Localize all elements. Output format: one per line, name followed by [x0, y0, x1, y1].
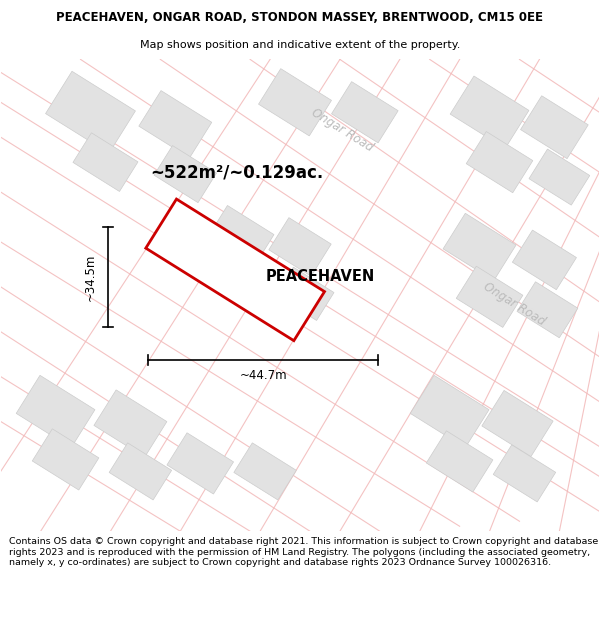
Polygon shape	[517, 282, 578, 338]
Text: Ongar Road: Ongar Road	[481, 279, 548, 328]
Polygon shape	[259, 69, 331, 136]
Polygon shape	[146, 199, 325, 341]
Polygon shape	[410, 376, 489, 448]
Polygon shape	[456, 266, 523, 328]
Polygon shape	[109, 443, 172, 500]
Polygon shape	[139, 91, 212, 158]
Text: ~34.5m: ~34.5m	[84, 253, 97, 301]
Text: Ongar Road: Ongar Road	[308, 106, 375, 154]
Polygon shape	[154, 146, 217, 202]
Polygon shape	[427, 431, 493, 492]
Polygon shape	[32, 429, 99, 490]
Polygon shape	[450, 76, 529, 149]
Polygon shape	[206, 206, 274, 268]
Polygon shape	[73, 132, 138, 191]
Text: PEACEHAVEN, ONGAR ROAD, STONDON MASSEY, BRENTWOOD, CM15 0EE: PEACEHAVEN, ONGAR ROAD, STONDON MASSEY, …	[56, 11, 544, 24]
Polygon shape	[16, 376, 95, 448]
Text: Map shows position and indicative extent of the property.: Map shows position and indicative extent…	[140, 40, 460, 50]
Text: Contains OS data © Crown copyright and database right 2021. This information is : Contains OS data © Crown copyright and d…	[9, 538, 598, 568]
Polygon shape	[443, 213, 516, 281]
Polygon shape	[46, 71, 136, 153]
Polygon shape	[521, 96, 588, 159]
Polygon shape	[94, 390, 167, 457]
Polygon shape	[466, 131, 533, 192]
Polygon shape	[218, 259, 278, 315]
Polygon shape	[493, 445, 556, 502]
Polygon shape	[276, 267, 334, 321]
Polygon shape	[332, 82, 398, 143]
Polygon shape	[482, 391, 553, 457]
Text: PEACEHAVEN: PEACEHAVEN	[265, 269, 374, 284]
Polygon shape	[234, 443, 296, 500]
Text: ~522m²/~0.129ac.: ~522m²/~0.129ac.	[151, 163, 323, 181]
Polygon shape	[167, 432, 233, 494]
Polygon shape	[512, 230, 577, 290]
Text: ~44.7m: ~44.7m	[239, 369, 287, 382]
Polygon shape	[269, 217, 331, 276]
Polygon shape	[529, 149, 590, 205]
